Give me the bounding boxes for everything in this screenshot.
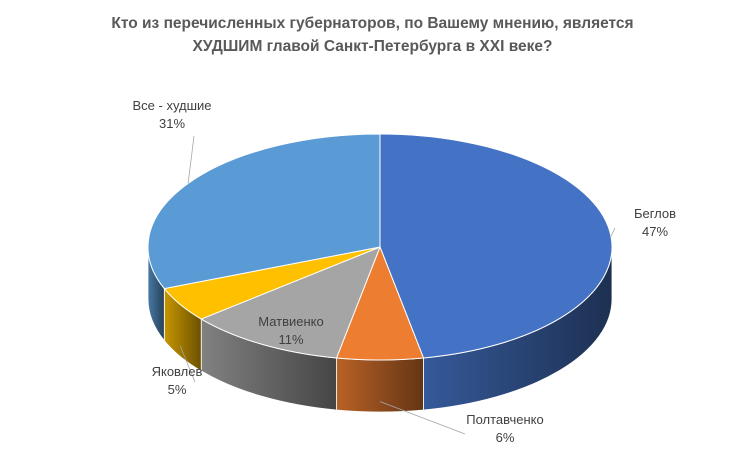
slice-label-name-5: Все - худшие [132, 98, 211, 113]
leader-line-layer [179, 135, 616, 435]
slice-label-value-3: 11% [278, 332, 303, 347]
pie-slice-1 [379, 133, 613, 359]
pie-side-layer [147, 246, 613, 413]
slice-label-name-2: Полтавченко [466, 412, 543, 427]
slice-label-value-1: 47% [642, 224, 668, 239]
slice-label-name-1: Беглов [634, 206, 676, 221]
slice-label-value-5: 31% [159, 116, 185, 131]
slice-label-name-3: Матвиенко [258, 314, 324, 329]
chart-title-line-1: Кто из перечисленных губернаторов, по Ва… [111, 15, 634, 32]
slice-label-name-4: Яковлев [152, 364, 203, 379]
pie-slice-side-2 [336, 357, 424, 413]
leader-line-4 [179, 345, 196, 383]
leader-line-5 [187, 135, 195, 184]
slice-label-value-4: 5% [168, 382, 187, 397]
leader-line-1 [610, 227, 616, 237]
slice-label-value-2: 6% [496, 430, 515, 445]
chart-title: Кто из перечисленных губернаторов, по Ва… [0, 12, 745, 58]
data-label-layer: Беглов 47% Полтавченко 6% Матвиенко 11% Яковле… [132, 98, 676, 445]
pie-top-layer [147, 133, 613, 361]
leader-line-2 [379, 401, 466, 435]
chart-title-line-2: ХУДШИМ главой Санкт-Петербурга в XXI век… [192, 38, 553, 55]
pie-slice-3 [200, 246, 381, 359]
